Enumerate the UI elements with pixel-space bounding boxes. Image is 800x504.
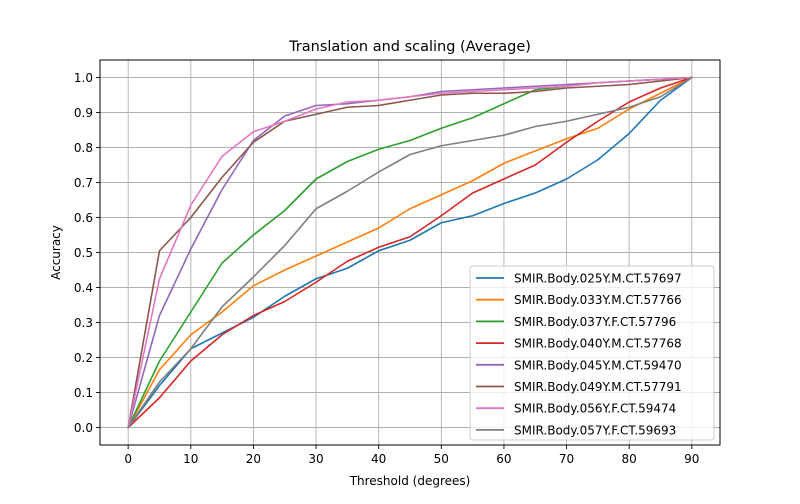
y-tick-label: 0.9 xyxy=(74,106,93,120)
legend-label: SMIR.Body.040Y.M.CT.57768 xyxy=(514,337,682,351)
y-tick-label: 0.8 xyxy=(74,141,93,155)
x-tick-label: 30 xyxy=(308,452,323,466)
y-tick-label: 0.0 xyxy=(74,421,93,435)
series-line xyxy=(127,76,693,429)
legend-label: SMIR.Body.037Y.F.CT.57796 xyxy=(514,315,676,329)
y-tick-label: 1.0 xyxy=(74,71,93,85)
legend-label: SMIR.Body.057Y.F.CT.59693 xyxy=(514,423,676,437)
series-line xyxy=(127,76,693,429)
y-tick-label: 0.6 xyxy=(74,211,93,225)
x-tick-label: 80 xyxy=(622,452,637,466)
legend-label: SMIR.Body.033Y.M.CT.57766 xyxy=(514,293,682,307)
legend: SMIR.Body.025Y.M.CT.57697 SMIR.Body.033Y.… xyxy=(469,265,715,441)
chart-title: Translation and scaling (Average) xyxy=(288,39,531,55)
legend-label: SMIR.Body.056Y.F.CT.59474 xyxy=(514,402,676,416)
x-axis-label: Threshold (degrees) xyxy=(349,474,471,488)
x-tick-label: 70 xyxy=(559,452,574,466)
y-tick-label: 0.1 xyxy=(74,386,93,400)
y-tick-label: 0.7 xyxy=(74,176,93,190)
legend-label: SMIR.Body.045Y.M.CT.59470 xyxy=(514,358,682,372)
series-line xyxy=(127,76,693,429)
legend-label: SMIR.Body.025Y.M.CT.57697 xyxy=(514,272,682,286)
x-tick-label: 20 xyxy=(246,452,261,466)
legend-label: SMIR.Body.049Y.M.CT.57791 xyxy=(514,380,682,394)
series-line xyxy=(127,76,693,429)
y-tick-label: 0.2 xyxy=(74,351,93,365)
y-tick-label: 0.3 xyxy=(74,316,93,330)
x-tick-label: 40 xyxy=(371,452,386,466)
y-tick-label: 0.5 xyxy=(74,246,93,260)
x-tick-label: 90 xyxy=(684,452,699,466)
axis-ticks: 0 10 20 30 40 50 60 70 80 90 0.0 0.1 0.2 0.3 0.4 0.5 0.6… xyxy=(74,71,700,466)
x-tick-label: 0 xyxy=(124,452,132,466)
x-tick-label: 50 xyxy=(434,452,449,466)
series-line xyxy=(127,76,693,429)
x-tick-label: 60 xyxy=(496,452,511,466)
series-line xyxy=(127,76,693,429)
series-lines xyxy=(127,76,693,429)
y-axis-label: Accuracy xyxy=(49,225,63,280)
x-tick-label: 10 xyxy=(183,452,198,466)
legend-box xyxy=(469,265,715,441)
y-tick-label: 0.4 xyxy=(74,281,93,295)
